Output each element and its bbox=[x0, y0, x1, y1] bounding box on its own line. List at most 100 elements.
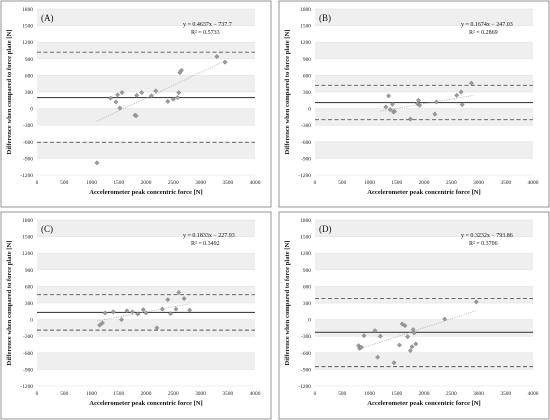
y-tick-label: -900 bbox=[23, 367, 33, 373]
r-squared-value: R² = 0.3492 bbox=[191, 241, 220, 247]
y-tick-label: 600 bbox=[25, 73, 33, 79]
data-point bbox=[134, 92, 140, 98]
data-point bbox=[159, 306, 165, 312]
data-point bbox=[397, 342, 402, 348]
y-tick-label: 0 bbox=[30, 318, 33, 324]
x-tick-label: 1500 bbox=[391, 391, 402, 397]
y-tick-label: -1200 bbox=[298, 173, 311, 179]
panel-b: -1200 -900 -600 -300 0 300 600 900 1200 1500 1800 0… bbox=[278, 0, 550, 208]
data-point bbox=[113, 99, 119, 105]
y-axis-title: Difference when compared to force plate … bbox=[284, 30, 291, 155]
data-point bbox=[119, 317, 124, 323]
y-tick-label: -900 bbox=[301, 367, 311, 373]
y-tick-label: 300 bbox=[25, 90, 33, 96]
data-point bbox=[375, 354, 381, 360]
y-tick-label: -600 bbox=[23, 351, 33, 357]
x-axis-title: Accelerometer peak concentric force [N] bbox=[367, 400, 481, 407]
grid-band bbox=[315, 42, 533, 59]
x-tick-label: 3500 bbox=[500, 391, 511, 397]
x-tick-label: 4000 bbox=[250, 180, 261, 186]
grid-band bbox=[37, 42, 255, 59]
r-squared-value: R² = 0.5733 bbox=[191, 30, 220, 36]
x-tick-label: 2000 bbox=[141, 180, 152, 186]
grid-band bbox=[37, 108, 255, 126]
data-point bbox=[176, 290, 182, 295]
grid-band bbox=[37, 352, 255, 370]
data-point bbox=[387, 107, 393, 113]
data-point bbox=[458, 89, 464, 95]
x-tick-label: 2000 bbox=[419, 391, 430, 397]
x-tick-label: 4000 bbox=[250, 391, 261, 397]
y-tick-label: 1200 bbox=[22, 251, 33, 257]
grid-band bbox=[37, 9, 255, 26]
y-tick-label: -300 bbox=[23, 123, 33, 129]
data-point bbox=[139, 90, 145, 96]
data-point bbox=[391, 360, 397, 366]
data-point bbox=[468, 80, 474, 86]
y-tick-label: -600 bbox=[23, 140, 33, 146]
data-point bbox=[372, 328, 378, 334]
x-tick-label: 2000 bbox=[141, 391, 152, 397]
x-tick-label: 0 bbox=[36, 180, 39, 186]
y-tick-label: 300 bbox=[303, 301, 311, 307]
panel-label: (D) bbox=[319, 224, 332, 234]
x-tick-label: 4000 bbox=[528, 391, 539, 397]
y-tick-label: -1200 bbox=[298, 384, 311, 390]
data-point bbox=[94, 160, 100, 166]
data-point bbox=[386, 93, 392, 99]
x-tick-label: 1000 bbox=[364, 180, 375, 186]
x-tick-label: 3000 bbox=[473, 391, 484, 397]
data-point bbox=[102, 310, 108, 316]
linear-trend-line bbox=[96, 60, 226, 122]
y-tick-label: 600 bbox=[25, 284, 33, 290]
x-tick-label: 2500 bbox=[168, 391, 179, 397]
x-axis-title: Accelerometer peak concentric force [N] bbox=[367, 189, 481, 196]
grid-band bbox=[315, 319, 533, 337]
y-tick-label: 600 bbox=[303, 284, 311, 290]
panel-frame bbox=[0, 211, 272, 420]
data-point bbox=[187, 307, 193, 313]
data-point bbox=[110, 309, 116, 315]
y-tick-label: 1800 bbox=[22, 7, 33, 13]
data-point bbox=[135, 311, 141, 317]
y-tick-label: 1200 bbox=[300, 40, 311, 46]
grid-band bbox=[37, 286, 255, 303]
grid-band bbox=[37, 220, 255, 237]
data-point bbox=[154, 325, 160, 331]
data-point bbox=[165, 98, 171, 104]
data-point bbox=[143, 310, 149, 316]
panel-d: -1200 -900 -600 -300 0 300 600 900 1200 1500 1800 0… bbox=[278, 211, 550, 420]
x-tick-label: 1000 bbox=[364, 391, 375, 397]
data-point bbox=[405, 334, 411, 340]
y-tick-label: 1800 bbox=[22, 218, 33, 224]
x-tick-label: 0 bbox=[314, 391, 317, 397]
data-point bbox=[377, 333, 383, 339]
x-axis-title: Accelerometer peak concentric force [N] bbox=[89, 400, 203, 407]
grid-band bbox=[37, 141, 255, 159]
data-point bbox=[413, 341, 419, 347]
y-tick-label: 900 bbox=[25, 57, 33, 63]
y-tick-label: 1800 bbox=[300, 218, 311, 224]
r-squared-value: R² = 0.2869 bbox=[469, 30, 498, 36]
data-point bbox=[392, 108, 398, 114]
panel-frame bbox=[0, 0, 272, 208]
data-point bbox=[417, 102, 423, 108]
regression-equation: y = 0.4637x − 737.7 bbox=[183, 22, 232, 28]
y-tick-label: 300 bbox=[25, 301, 33, 307]
data-point bbox=[173, 306, 179, 312]
x-tick-label: 1500 bbox=[113, 180, 124, 186]
y-tick-label: -900 bbox=[301, 156, 311, 162]
data-point bbox=[434, 99, 439, 105]
panel-label: (C) bbox=[41, 224, 53, 234]
data-point bbox=[153, 88, 159, 94]
x-tick-label: 2000 bbox=[419, 180, 430, 186]
data-point bbox=[181, 296, 187, 302]
x-tick-label: 4000 bbox=[528, 180, 539, 186]
y-tick-label: -300 bbox=[301, 123, 311, 129]
y-tick-label: -1200 bbox=[20, 384, 33, 390]
panel-label: (B) bbox=[319, 13, 331, 23]
grid-band bbox=[315, 253, 533, 270]
grid-band bbox=[37, 75, 255, 92]
data-point bbox=[361, 333, 367, 339]
y-tick-label: 1200 bbox=[300, 251, 311, 257]
